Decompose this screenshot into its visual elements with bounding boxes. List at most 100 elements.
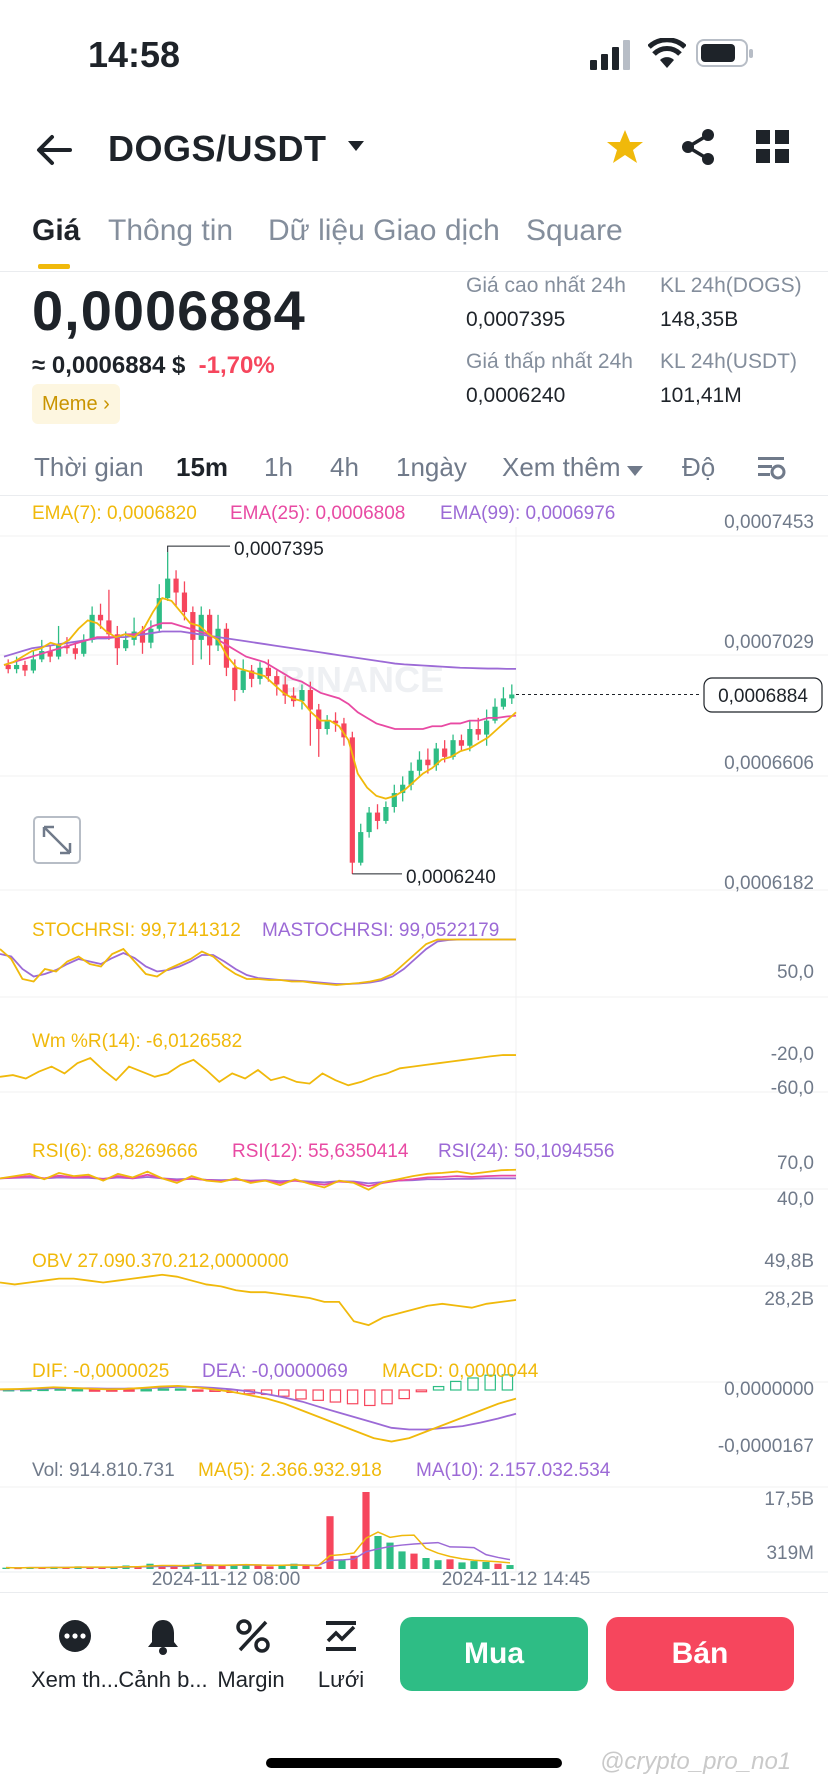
candle-body	[249, 670, 255, 679]
fullscreen-icon[interactable]	[33, 816, 81, 864]
candle-body	[173, 578, 179, 593]
alert-label[interactable]: Cảnh b...	[118, 1667, 208, 1692]
interval-15m[interactable]: 15m	[176, 452, 229, 482]
candle-body	[391, 793, 397, 808]
interval-more[interactable]: Xem thêm	[502, 452, 621, 482]
more-dots-icon[interactable]	[58, 1619, 92, 1653]
candle-body	[341, 723, 347, 738]
favorite-star-icon[interactable]	[606, 128, 644, 166]
category-tag[interactable]: Meme ›	[32, 384, 120, 424]
obv-tick-0: 49,8B	[764, 1251, 814, 1272]
status-time: 14:58	[88, 34, 181, 75]
macd-bar	[432, 1385, 445, 1391]
macd-bar	[123, 1389, 135, 1392]
candle-body	[408, 770, 414, 785]
tab-trading-data[interactable]: Dữ liệu Giao dịch	[268, 214, 500, 247]
volume-bar	[314, 1566, 322, 1569]
vol-quote-label: KL 24h(USDT)	[660, 350, 797, 373]
grid-label[interactable]: Lưới	[317, 1667, 365, 1692]
volume-bar	[170, 1566, 178, 1569]
volume-bar	[206, 1564, 214, 1569]
rsi-tick-0: 70,0	[777, 1153, 814, 1174]
high-24h-label: Giá cao nhất 24h	[466, 274, 626, 297]
candle-body	[89, 614, 95, 640]
wr-tick-1: -60,0	[771, 1078, 814, 1099]
volume-bar	[446, 1559, 454, 1569]
volume-bar	[386, 1542, 394, 1569]
last-price-label: 0,0006884	[718, 686, 808, 707]
macd-bar	[295, 1389, 307, 1400]
candle-body	[458, 740, 465, 746]
buy-button[interactable]: Mua	[400, 1617, 588, 1691]
interval-1d[interactable]: 1ngày	[396, 452, 467, 482]
back-arrow-icon[interactable]	[34, 132, 74, 168]
stochrsi-tick: 50,0	[777, 962, 814, 983]
volume-bar	[230, 1565, 238, 1569]
grid-layout-icon[interactable]	[756, 130, 790, 164]
interval-4h[interactable]: 4h	[330, 452, 359, 482]
obv-line-0	[0, 1273, 517, 1327]
volume-bar	[338, 1560, 346, 1569]
sell-button[interactable]: Bán	[606, 1617, 794, 1691]
volume-bar	[278, 1565, 286, 1569]
candle-body	[358, 832, 364, 863]
macd-bar	[467, 1377, 479, 1391]
macd-bar	[364, 1389, 376, 1407]
tab-square[interactable]: Square	[526, 214, 623, 247]
indicator-settings-icon[interactable]	[756, 452, 786, 482]
margin-percent-icon[interactable]	[236, 1619, 270, 1653]
mastochrsi-label: MASTOCHRSI: 99,0522179	[262, 920, 499, 941]
share-icon[interactable]	[680, 128, 716, 166]
tab-info[interactable]: Thông tin	[108, 214, 234, 247]
candle-body	[165, 578, 171, 599]
low-24h-value: 0,0006240	[466, 384, 566, 407]
candle-body	[114, 634, 120, 649]
volume-bar	[218, 1565, 226, 1569]
macd-bar	[140, 1389, 152, 1392]
volume-bar	[254, 1565, 262, 1569]
volume-bar	[506, 1565, 514, 1569]
status-bar: 14:58	[0, 0, 828, 110]
macd-bar	[398, 1389, 410, 1400]
macd-tick-0: 0,0000000	[724, 1379, 814, 1400]
ema25-label: EMA(25): 0,0006808	[230, 503, 405, 524]
candle-body	[467, 729, 473, 746]
caret-down-icon[interactable]	[626, 464, 644, 478]
volume-bar	[374, 1536, 382, 1569]
chart-area[interactable]: BINANCE EMA(7): 0,0006820 EMA(25): 0,000…	[0, 497, 828, 1592]
macd-label: MACD: 0,0000044	[382, 1361, 539, 1382]
signal-icon	[590, 40, 630, 70]
stochrsi-line-1	[0, 938, 516, 986]
margin-label[interactable]: Margin	[217, 1667, 285, 1692]
candle-body	[22, 664, 28, 671]
chevron-right-icon: ›	[103, 393, 110, 415]
candle-body	[450, 740, 456, 757]
volume-bar	[86, 1567, 94, 1569]
tab-price[interactable]: Giá	[32, 214, 81, 247]
alert-bell-icon[interactable]	[146, 1617, 180, 1655]
home-indicator[interactable]	[266, 1758, 562, 1768]
bottom-action-bar: Xem th... Cảnh b... Margin Lưới Mua Bán	[0, 1592, 828, 1792]
candle-body	[257, 667, 263, 679]
volume-bar	[302, 1565, 310, 1569]
vol-base-value: 148,35B	[660, 308, 739, 331]
stochrsi-label: STOCHRSI: 99,7141312	[32, 920, 241, 941]
price-approx-usd: ≈ 0,0006884 $ -1,70%	[32, 352, 275, 380]
candle-body	[349, 737, 355, 863]
interval-time[interactable]: Thời gian	[34, 452, 144, 482]
caret-down-icon[interactable]	[346, 138, 366, 154]
candle-body	[97, 614, 104, 621]
wr-tick-0: -20,0	[771, 1044, 814, 1065]
pair-title[interactable]: DOGS/USDT	[108, 128, 327, 169]
grid-bot-icon[interactable]	[324, 1619, 358, 1653]
macd-bar	[346, 1389, 359, 1405]
interval-1h[interactable]: 1h	[264, 452, 293, 482]
candle-body	[282, 684, 288, 696]
more-label[interactable]: Xem th...	[30, 1667, 120, 1692]
interval-depth[interactable]: Độ	[682, 452, 716, 482]
volume-bar	[182, 1565, 190, 1569]
rsi6-label: RSI(6): 68,8269666	[32, 1141, 198, 1162]
candle-body	[299, 690, 305, 702]
wr-line-0	[0, 1054, 516, 1087]
macd-bar	[88, 1389, 101, 1392]
